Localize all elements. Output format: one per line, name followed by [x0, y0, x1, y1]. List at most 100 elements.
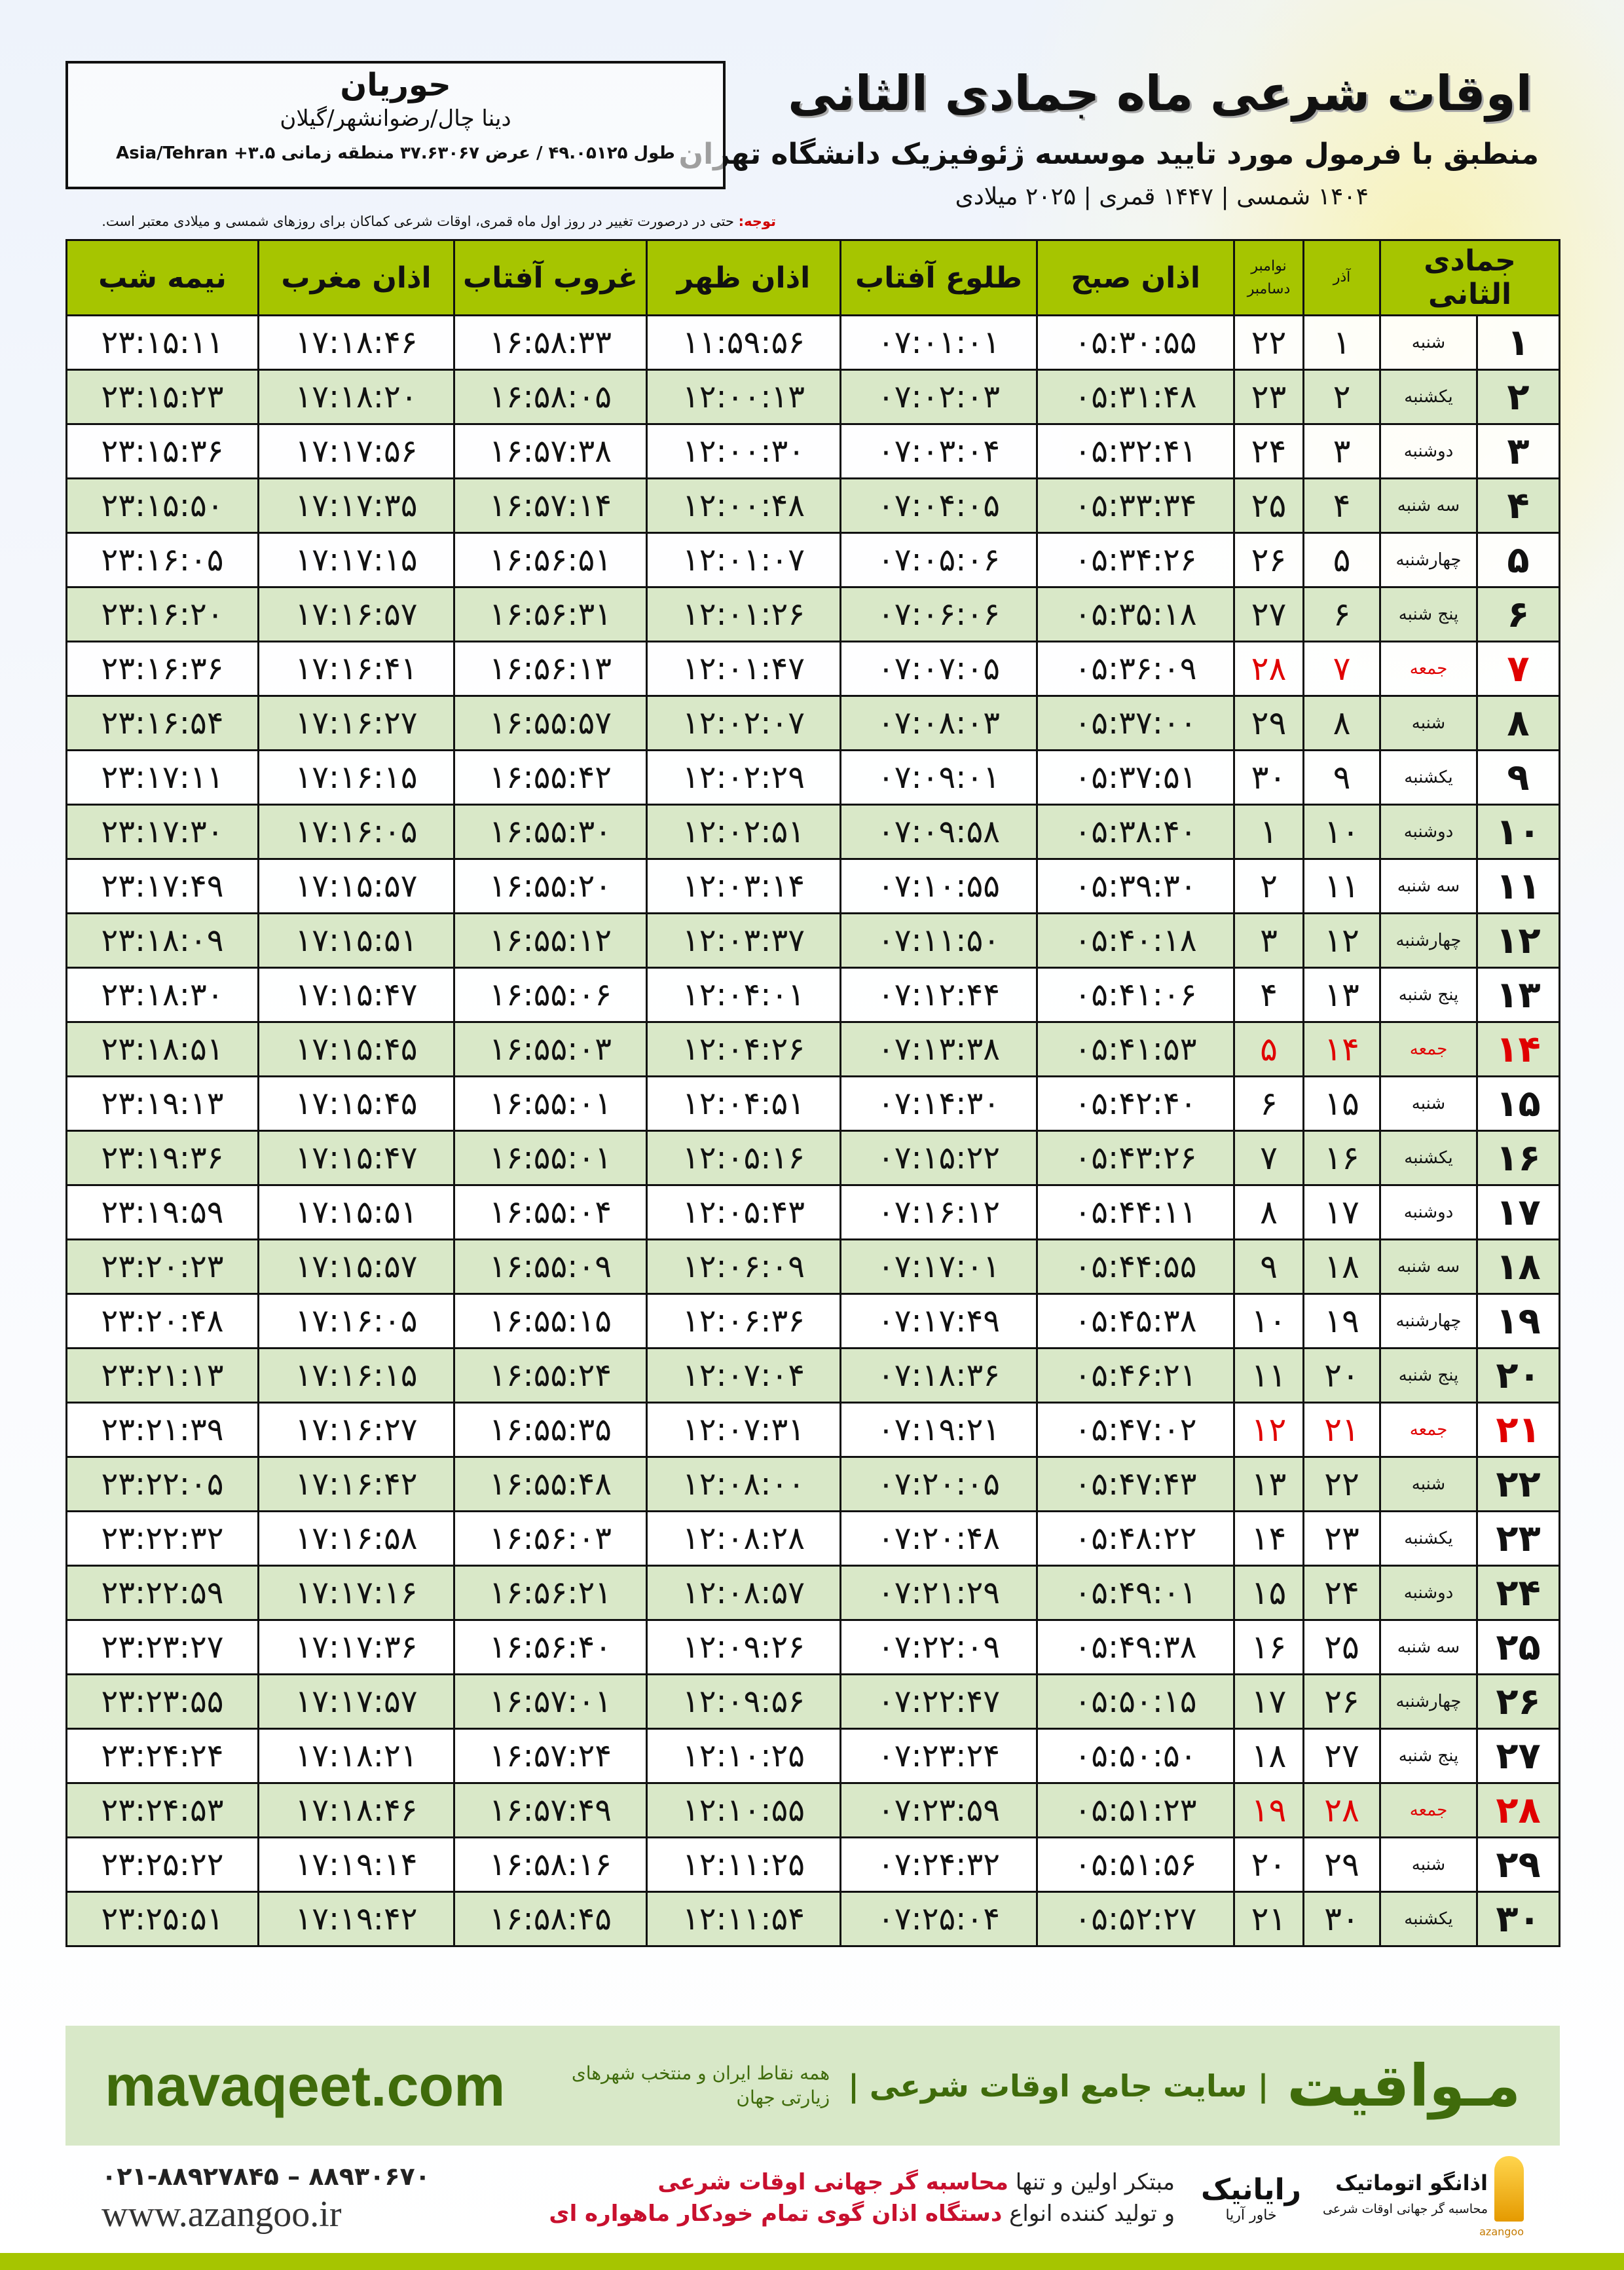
- midnight-cell: ۲۳:۲۳:۲۷: [65, 1619, 259, 1675]
- sunrise-cell: ۰۷:۱۸:۳۶: [840, 1347, 1038, 1404]
- sunrise-cell: ۰۷:۲۳:۵۹: [840, 1782, 1038, 1838]
- hijri-day-cell: ۲۸: [1476, 1782, 1561, 1838]
- midnight-cell: ۲۳:۲۲:۵۹: [65, 1565, 259, 1621]
- gregorian-day-cell: ۶: [1233, 1075, 1304, 1132]
- maghrib-cell: ۱۷:۱۶:۰۵: [257, 804, 455, 860]
- hijri-day-cell: ۲۱: [1476, 1402, 1561, 1458]
- sunrise-cell: ۰۷:۰۴:۰۵: [840, 477, 1038, 534]
- table-row: ۴ سه شنبه ۴ ۲۵ ۰۵:۳۳:۳۴ ۰۷:۰۴:۰۵ ۱۲:۰۰:۴۸ ۱۶:۵۷…: [65, 477, 1561, 534]
- weekday-cell: سه شنبه: [1378, 477, 1479, 534]
- maghrib-cell: ۱۷:۱۹:۱۴: [257, 1836, 455, 1893]
- maghrib-cell: ۱۷:۱۸:۲۱: [257, 1728, 455, 1784]
- weekday-cell: دوشنبه: [1378, 1184, 1479, 1240]
- weekday-cell: چهارشنبه: [1378, 1673, 1479, 1730]
- azangoo-link[interactable]: www.azangoo.ir: [101, 2194, 342, 2235]
- dhuhr-cell: ۱۲:۰۹:۲۶: [646, 1619, 841, 1675]
- dhuhr-cell: ۱۲:۰۴:۲۶: [646, 1021, 841, 1077]
- sunset-cell: ۱۶:۵۵:۱۵: [453, 1293, 648, 1349]
- gregorian-day-cell: ۲۸: [1233, 641, 1304, 697]
- azar-day-cell: ۲۶: [1302, 1673, 1381, 1730]
- sunrise-cell: ۰۷:۱۷:۴۹: [840, 1293, 1038, 1349]
- dhuhr-cell: ۱۲:۰۱:۴۷: [646, 641, 841, 697]
- midnight-cell: ۲۳:۱۹:۱۳: [65, 1075, 259, 1132]
- table-row: ۱۷ دوشنبه ۱۷ ۸ ۰۵:۴۴:۱۱ ۰۷:۱۶:۱۲ ۱۲:۰۵:۴۳ ۱۶:۵۵…: [65, 1184, 1561, 1240]
- sunrise-cell: ۰۷:۰۱:۰۱: [840, 314, 1038, 371]
- footer-banner: مـواقیت | سایت جامع اوقات شرعی | همه نقا…: [65, 2026, 1560, 2146]
- sunset-cell: ۱۶:۵۷:۴۹: [453, 1782, 648, 1838]
- site-link[interactable]: mavaqeet.com: [105, 2053, 506, 2118]
- maghrib-cell: ۱۷:۱۹:۴۲: [257, 1891, 455, 1947]
- fajr-cell: ۰۵:۳۷:۰۰: [1036, 695, 1235, 751]
- fajr-cell: ۰۵:۵۱:۲۳: [1036, 1782, 1235, 1838]
- midnight-cell: ۲۳:۲۴:۵۳: [65, 1782, 259, 1838]
- sunrise-cell: ۰۷:۲۴:۳۲: [840, 1836, 1038, 1893]
- gregorian-day-cell: ۱۸: [1233, 1728, 1304, 1784]
- midnight-cell: ۲۳:۱۶:۵۴: [65, 695, 259, 751]
- table-row: ۸ شنبه ۸ ۲۹ ۰۵:۳۷:۰۰ ۰۷:۰۸:۰۳ ۱۲:۰۲:۰۷ ۱۶:۵۵:۵۷…: [65, 695, 1561, 751]
- weekday-cell: پنج شنبه: [1378, 586, 1479, 642]
- dhuhr-cell: ۱۱:۵۹:۵۶: [646, 314, 841, 371]
- dhuhr-cell: ۱۲:۰۷:۰۴: [646, 1347, 841, 1404]
- dhuhr-cell: ۱۲:۰۵:۴۳: [646, 1184, 841, 1240]
- gregorian-day-cell: ۲۳: [1233, 369, 1304, 425]
- table-row: ۱۸ سه شنبه ۱۸ ۹ ۰۵:۴۴:۵۵ ۰۷:۱۷:۰۱ ۱۲:۰۶:۰۹ ۱۶:۵…: [65, 1238, 1561, 1295]
- hijri-day-cell: ۱۶: [1476, 1130, 1561, 1186]
- sunset-cell: ۱۶:۵۵:۴۲: [453, 749, 648, 806]
- minaret-icon: [1494, 2156, 1524, 2222]
- azar-day-cell: ۲۸: [1302, 1782, 1381, 1838]
- weekday-cell: چهارشنبه: [1378, 912, 1479, 969]
- sunset-cell: ۱۶:۵۶:۴۰: [453, 1619, 648, 1675]
- sunrise-cell: ۰۷:۱۲:۴۴: [840, 967, 1038, 1023]
- midnight-cell: ۲۳:۱۹:۵۹: [65, 1184, 259, 1240]
- fajr-cell: ۰۵:۵۰:۱۵: [1036, 1673, 1235, 1730]
- gregorian-day-cell: ۲۰: [1233, 1836, 1304, 1893]
- sunrise-cell: ۰۷:۱۴:۳۰: [840, 1075, 1038, 1132]
- sunrise-cell: ۰۷:۰۲:۰۳: [840, 369, 1038, 425]
- fajr-cell: ۰۵:۴۴:۵۵: [1036, 1238, 1235, 1295]
- gregorian-day-cell: ۳: [1233, 912, 1304, 969]
- weekday-cell: شنبه: [1378, 1456, 1479, 1512]
- maghrib-cell: ۱۷:۱۵:۴۷: [257, 1130, 455, 1186]
- year-line: ۱۴۰۴ شمسی | ۱۴۴۷ قمری | ۲۰۲۵ میلادی: [955, 183, 1369, 210]
- gregorian-day-cell: ۱۱: [1233, 1347, 1304, 1404]
- fajr-cell: ۰۵:۳۳:۳۴: [1036, 477, 1235, 534]
- maghrib-cell: ۱۷:۱۶:۰۵: [257, 1293, 455, 1349]
- hijri-day-cell: ۱۲: [1476, 912, 1561, 969]
- promo-line1-a: مبتکر اولین و تنها: [1008, 2169, 1175, 2196]
- sunset-cell: ۱۶:۵۷:۳۸: [453, 423, 648, 479]
- prayer-times-table: جمادی الثانی آذر نوامبر دسامبر اذان صبح …: [65, 239, 1561, 1947]
- sunset-cell: ۱۶:۵۵:۴۸: [453, 1456, 648, 1512]
- maghrib-cell: ۱۷:۱۶:۲۷: [257, 695, 455, 751]
- col-gregorian-top: نوامبر: [1251, 257, 1287, 274]
- table-body: ۱ شنبه ۱ ۲۲ ۰۵:۳۰:۵۵ ۰۷:۰۱:۰۱ ۱۱:۵۹:۵۶ ۱۶:۵۸:۳۳…: [65, 314, 1561, 1947]
- azar-day-cell: ۲۹: [1302, 1836, 1381, 1893]
- maghrib-cell: ۱۷:۱۸:۲۰: [257, 369, 455, 425]
- sunset-cell: ۱۶:۵۵:۰۹: [453, 1238, 648, 1295]
- sunrise-cell: ۰۷:۲۲:۴۷: [840, 1673, 1038, 1730]
- hijri-day-cell: ۲۷: [1476, 1728, 1561, 1784]
- table-row: ۳۰ یکشنبه ۳۰ ۲۱ ۰۵:۵۲:۲۷ ۰۷:۲۵:۰۴ ۱۲:۱۱:۵۴ ۱۶:۵…: [65, 1891, 1561, 1947]
- gregorian-day-cell: ۱۴: [1233, 1510, 1304, 1567]
- sunrise-cell: ۰۷:۲۵:۰۴: [840, 1891, 1038, 1947]
- dhuhr-cell: ۱۲:۰۷:۳۱: [646, 1402, 841, 1458]
- brand-slogan: | سایت جامع اوقات شرعی |: [848, 2068, 1269, 2104]
- hijri-day-cell: ۱۵: [1476, 1075, 1561, 1132]
- azar-day-cell: ۲۰: [1302, 1347, 1381, 1404]
- weekday-cell: شنبه: [1378, 1075, 1479, 1132]
- hijri-day-cell: ۲۰: [1476, 1347, 1561, 1404]
- hijri-day-cell: ۱۹: [1476, 1293, 1561, 1349]
- fajr-cell: ۰۵:۵۲:۲۷: [1036, 1891, 1235, 1947]
- azar-day-cell: ۷: [1302, 641, 1381, 697]
- table-row: ۱۴ جمعه ۱۴ ۵ ۰۵:۴۱:۵۳ ۰۷:۱۳:۳۸ ۱۲:۰۴:۲۶ ۱۶:۵۵:۰…: [65, 1021, 1561, 1077]
- gregorian-day-cell: ۲۲: [1233, 314, 1304, 371]
- gregorian-day-cell: ۱۹: [1233, 1782, 1304, 1838]
- table-row: ۵ چهارشنبه ۵ ۲۶ ۰۵:۳۴:۲۶ ۰۷:۰۵:۰۶ ۱۲:۰۱:۰۷ ۱۶:۵…: [65, 532, 1561, 588]
- fajr-cell: ۰۵:۳۲:۴۱: [1036, 423, 1235, 479]
- dhuhr-cell: ۱۲:۰۰:۴۸: [646, 477, 841, 534]
- gregorian-day-cell: ۲۹: [1233, 695, 1304, 751]
- dhuhr-cell: ۱۲:۱۱:۲۵: [646, 1836, 841, 1893]
- sunset-cell: ۱۶:۵۵:۲۰: [453, 858, 648, 914]
- hijri-day-cell: ۱۳: [1476, 967, 1561, 1023]
- dhuhr-cell: ۱۲:۰۳:۳۷: [646, 912, 841, 969]
- dhuhr-cell: ۱۲:۰۵:۱۶: [646, 1130, 841, 1186]
